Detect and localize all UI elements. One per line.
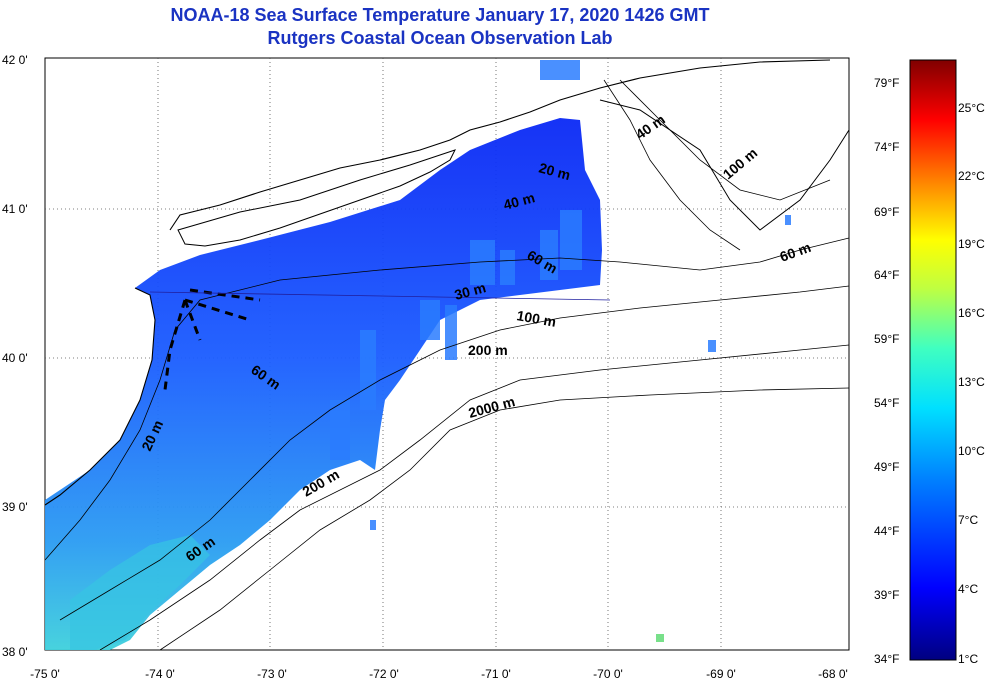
colorbar-f-label: 54°F [874,396,900,410]
colorbar-f-label: 69°F [874,205,900,219]
lon-label-73: -73 0' [257,667,287,681]
colorbar-c-label: 25°C [958,101,985,115]
long-island [177,149,456,247]
contour-label: 30 m [453,279,488,303]
contour-label: 100 m [515,307,557,330]
lat-label-38: 38 0' [2,645,28,659]
contour-label: 200 m [468,342,508,358]
colorbar [909,59,957,661]
colorbar-c-label: 16°C [958,306,985,320]
new-england-coast [169,59,831,231]
lon-label-68: -68 0' [818,667,848,681]
bathymetry-contours [44,79,850,651]
colorbar-f-label: 39°F [874,588,900,602]
contour-label: 40 m [502,189,537,213]
new-jersey-coast [44,287,156,506]
lat-label-40: 40 0' [2,351,28,365]
lon-label-75: -75 0' [30,667,60,681]
sst-green-pixel [656,634,664,642]
lat-label-39: 39 0' [2,500,28,514]
colorbar-f-label: 79°F [874,76,900,90]
lon-label-72: -72 0' [369,667,399,681]
chart-title: NOAA-18 Sea Surface Temperature January … [170,5,710,25]
colorbar-c-label: 10°C [958,444,985,458]
sst-shelf-water [45,118,602,650]
traffic-line [149,291,611,301]
sst-warm-patch [70,535,210,650]
colorbar-f-label: 59°F [874,332,900,346]
colorbar-f-label: 44°F [874,524,900,538]
colorbar-c-label: 1°C [958,652,979,666]
colorbar-c-label: 13°C [958,375,985,389]
lon-label-69: -69 0' [706,667,736,681]
lat-label-41: 41 0' [2,202,28,216]
colorbar-c-label: 4°C [958,582,979,596]
contour-label: 20 m [537,159,572,183]
colorbar-f-label: 64°F [874,268,900,282]
colorbar-c-label: 22°C [958,169,985,183]
lat-label-42: 42 0' [2,53,28,67]
lon-label-70: -70 0' [593,667,623,681]
colorbar-f-label: 74°F [874,140,900,154]
colorbar-f-label: 34°F [874,652,900,666]
colorbar-c-label: 7°C [958,513,979,527]
lon-label-74: -74 0' [145,667,175,681]
colorbar-c-label: 19°C [958,237,985,251]
lon-label-71: -71 0' [481,667,511,681]
cape-cod-coast [599,99,850,231]
chart-subtitle: Rutgers Coastal Ocean Observation Lab [267,28,613,48]
colorbar-f-label: 49°F [874,460,900,474]
shipping-lanes [163,288,261,391]
